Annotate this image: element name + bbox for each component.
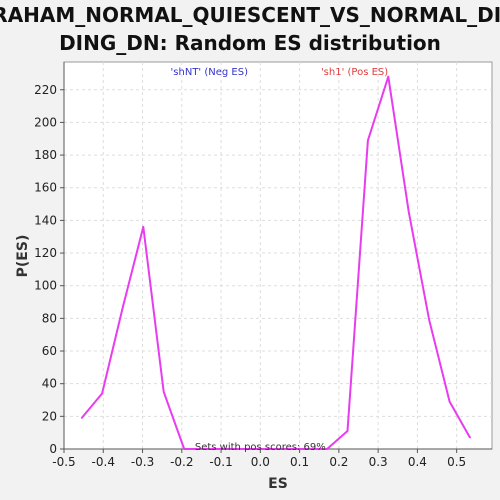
data-point — [346, 430, 349, 432]
chart-annotation: 'sh1' (Pos ES) — [321, 67, 388, 78]
data-point — [326, 448, 328, 450]
y-tick-label: 140 — [34, 213, 57, 227]
data-point — [367, 139, 369, 142]
x-tick-label: -0.2 — [170, 455, 193, 469]
y-tick-label: 100 — [34, 279, 57, 293]
data-point — [428, 319, 430, 321]
y-tick-label: 20 — [42, 409, 57, 423]
data-point — [183, 448, 185, 450]
data-point — [80, 417, 83, 419]
y-tick-label: 180 — [34, 148, 57, 162]
x-tick-label: -0.1 — [209, 455, 232, 469]
chart-annotation: 'shNT' (Neg ES) — [171, 67, 249, 78]
data-point — [162, 391, 165, 393]
x-tick-label: -0.5 — [52, 455, 75, 469]
y-tick-label: 60 — [42, 344, 57, 358]
plot-area — [63, 61, 493, 450]
chart-title-line-1: GRAHAM_NORMAL_QUIESCENT_VS_NORMAL_DIVI — [0, 3, 500, 27]
data-point — [224, 448, 226, 450]
x-axis-label: ES — [268, 476, 288, 492]
y-tick-label: 220 — [34, 83, 57, 97]
data-point — [101, 392, 103, 395]
x-tick-label: 0.4 — [408, 455, 427, 469]
data-point — [122, 306, 124, 308]
data-point — [285, 448, 288, 450]
data-point — [305, 448, 308, 450]
y-tick-label: 120 — [34, 246, 57, 260]
y-tick-label: 40 — [42, 377, 57, 391]
x-tick-label: 0.0 — [251, 455, 270, 469]
y-tick-label: 200 — [34, 115, 57, 129]
chart-annotation: Sets with pos scores: 69% — [195, 442, 326, 453]
x-tick-label: 0.3 — [369, 455, 388, 469]
annotations: 'shNT' (Neg ES) 'sh1' (Pos ES) Sets with p… — [171, 67, 389, 453]
y-tick-label: 0 — [49, 442, 57, 456]
data-point — [448, 400, 451, 403]
y-tick-label: 160 — [34, 181, 57, 195]
data-point — [244, 448, 247, 450]
data-point — [407, 211, 410, 214]
y-tick-label: 80 — [42, 311, 57, 325]
chart-title-line-2: DING_DN: Random ES distribution — [59, 31, 441, 55]
x-tick-label: -0.4 — [92, 455, 115, 469]
data-point — [265, 448, 267, 450]
x-tick-label: 0.5 — [447, 455, 466, 469]
data-point — [203, 448, 206, 450]
series-layer — [80, 75, 471, 450]
y-axis-label: P(ES) — [15, 235, 31, 278]
x-tick-label: 0.1 — [290, 455, 309, 469]
data-point — [469, 436, 471, 439]
data-point — [142, 226, 145, 228]
x-tick-label: 0.2 — [329, 455, 348, 469]
data-point — [387, 75, 390, 78]
es-distribution-line — [80, 75, 471, 450]
x-tick-label: -0.3 — [131, 455, 154, 469]
